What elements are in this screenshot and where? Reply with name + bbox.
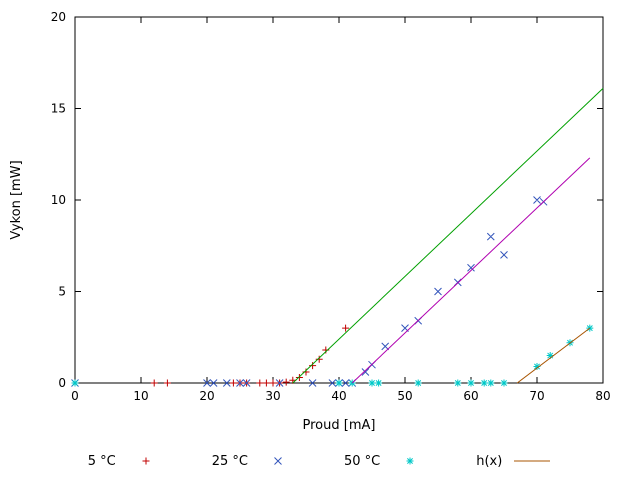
y-tick-label: 10 bbox=[51, 193, 66, 207]
cross-marker-icon bbox=[274, 457, 282, 465]
plot-area: 0 10 20 30 40 50 60 70 80 0 5 10 15 20 bbox=[51, 10, 611, 403]
x-tick-label: 60 bbox=[463, 389, 478, 403]
series-5 bbox=[516, 327, 591, 384]
legend-item-25c: 25 °C bbox=[212, 453, 298, 469]
x-tick-label: 80 bbox=[595, 389, 610, 403]
x-tick-label: 10 bbox=[133, 389, 148, 403]
x-axis-ticks: 0 10 20 30 40 50 60 70 80 bbox=[71, 17, 611, 403]
line-sample-icon bbox=[514, 460, 551, 462]
legend-item-hx: h(x) bbox=[476, 453, 552, 469]
x-axis-title: Proud [mA] bbox=[303, 418, 376, 433]
plot-border bbox=[74, 16, 604, 384]
y-axis-ticks: 0 5 10 15 20 bbox=[51, 10, 603, 390]
x-tick-label: 0 bbox=[71, 389, 79, 403]
y-tick-label: 20 bbox=[51, 10, 66, 24]
x-tick-label: 20 bbox=[199, 389, 214, 403]
series-3 bbox=[292, 88, 604, 384]
legend-label-25c: 25 °C bbox=[211, 453, 248, 469]
y-axis-title: Vykon [mW] bbox=[9, 160, 24, 239]
y-tick-label: 0 bbox=[58, 376, 66, 390]
legend-label-hx: h(x) bbox=[476, 453, 503, 469]
series-1 bbox=[71, 196, 548, 387]
plus-marker-icon bbox=[142, 457, 150, 465]
series-4 bbox=[351, 157, 591, 384]
legend-label-50c: 50 °C bbox=[343, 453, 381, 469]
asterisk-marker-icon bbox=[406, 457, 414, 465]
series-0 bbox=[71, 324, 350, 387]
x-tick-label: 70 bbox=[529, 389, 544, 403]
chart-legend: 5 °C 25 °C 50 °C h(x) bbox=[0, 448, 640, 474]
series-2 bbox=[71, 324, 594, 387]
y-tick-label: 5 bbox=[58, 285, 66, 299]
x-tick-label: 30 bbox=[265, 389, 280, 403]
legend-item-5c: 5 °C bbox=[88, 453, 166, 469]
legend-label-5c: 5 °C bbox=[87, 453, 116, 469]
x-tick-label: 40 bbox=[331, 389, 346, 403]
x-tick-label: 50 bbox=[397, 389, 412, 403]
y-tick-label: 15 bbox=[51, 102, 66, 116]
legend-item-50c: 50 °C bbox=[344, 453, 430, 469]
